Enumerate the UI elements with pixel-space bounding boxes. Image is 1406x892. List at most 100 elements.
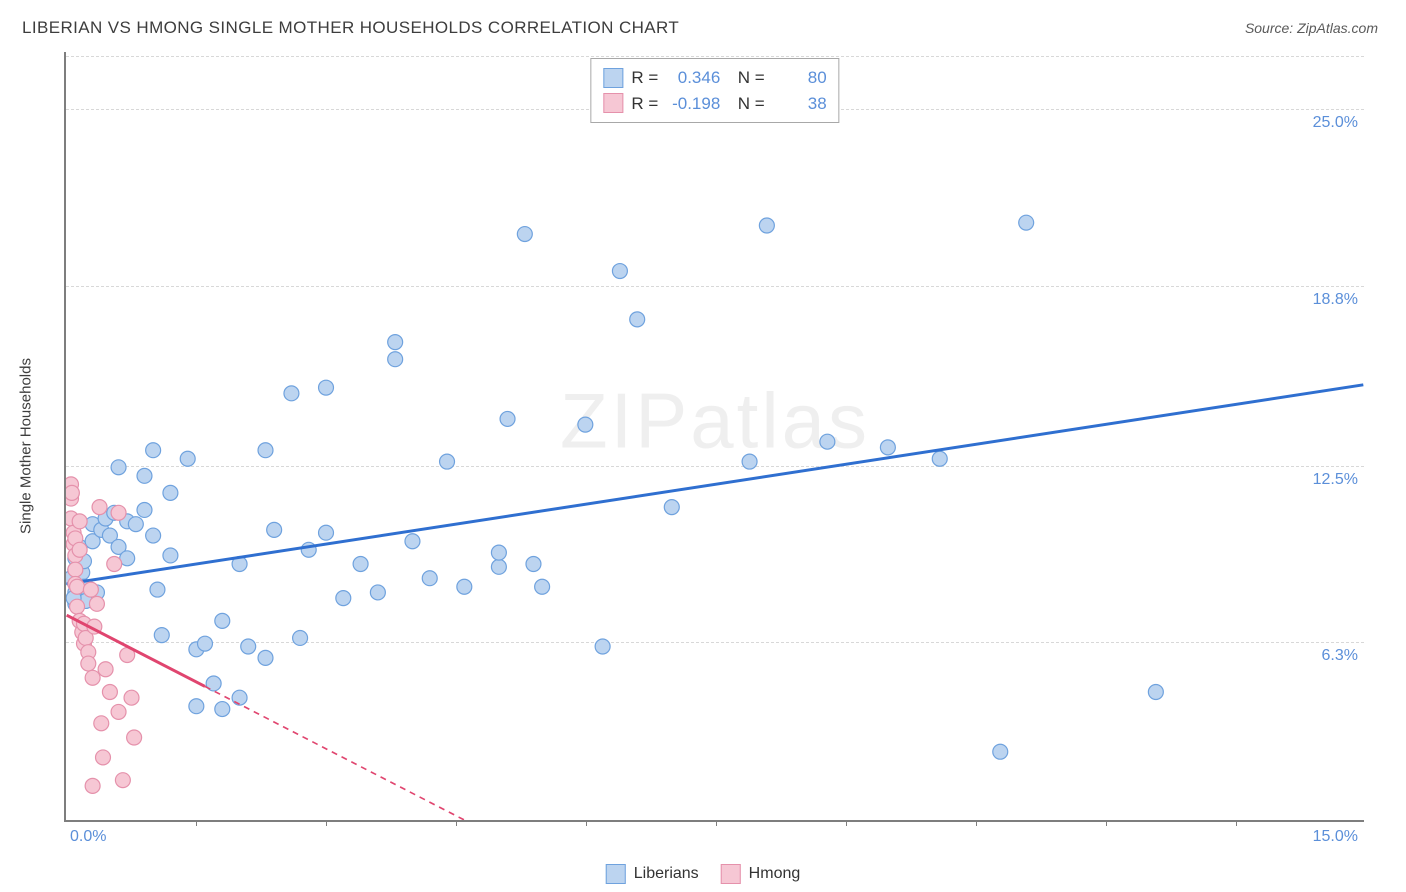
x-tick-mark bbox=[716, 820, 717, 826]
scatter-point bbox=[232, 690, 247, 705]
x-axis-min-label: 0.0% bbox=[70, 828, 106, 846]
scatter-point bbox=[612, 264, 627, 279]
plot-container: Single Mother Households ZIPatlas R = 0.… bbox=[42, 52, 1382, 840]
stat-label: R = bbox=[631, 65, 658, 91]
scatter-point bbox=[128, 517, 143, 532]
scatter-point bbox=[180, 451, 195, 466]
scatter-point bbox=[820, 434, 835, 449]
scatter-point bbox=[388, 352, 403, 367]
scatter-point bbox=[83, 582, 98, 597]
legend-item: Hmong bbox=[721, 864, 801, 884]
scatter-point bbox=[353, 557, 368, 572]
scatter-point bbox=[85, 778, 100, 793]
scatter-point bbox=[115, 773, 130, 788]
scatter-point bbox=[267, 522, 282, 537]
scatter-point bbox=[491, 545, 506, 560]
swatch-liberians bbox=[606, 864, 626, 884]
scatter-point bbox=[111, 704, 126, 719]
scatter-point bbox=[422, 571, 437, 586]
scatter-point bbox=[146, 528, 161, 543]
scatter-point bbox=[137, 468, 152, 483]
x-tick-mark bbox=[976, 820, 977, 826]
scatter-point bbox=[370, 585, 385, 600]
scatter-point bbox=[70, 579, 85, 594]
scatter-point bbox=[258, 443, 273, 458]
stat-value: 80 bbox=[773, 65, 827, 91]
stat-label: N = bbox=[728, 65, 764, 91]
scatter-point bbox=[526, 557, 541, 572]
scatter-point bbox=[258, 650, 273, 665]
scatter-point bbox=[127, 730, 142, 745]
y-axis-label: Single Mother Households bbox=[18, 358, 35, 534]
scatter-point bbox=[491, 559, 506, 574]
scatter-point bbox=[92, 500, 107, 515]
x-tick-mark bbox=[586, 820, 587, 826]
stat-value: 0.346 bbox=[666, 65, 720, 91]
scatter-point bbox=[517, 227, 532, 242]
legend-item: Liberians bbox=[606, 864, 699, 884]
scatter-point bbox=[189, 699, 204, 714]
scatter-point bbox=[595, 639, 610, 654]
legend-label: Hmong bbox=[749, 865, 801, 883]
scatter-point bbox=[154, 628, 169, 643]
scatter-point bbox=[111, 460, 126, 475]
scatter-point bbox=[1019, 215, 1034, 230]
x-tick-mark bbox=[846, 820, 847, 826]
scatter-point bbox=[1148, 685, 1163, 700]
stat-label: N = bbox=[728, 91, 764, 117]
chart-title: LIBERIAN VS HMONG SINGLE MOTHER HOUSEHOL… bbox=[22, 18, 679, 38]
scatter-point bbox=[336, 591, 351, 606]
scatter-point bbox=[215, 702, 230, 717]
scatter-point bbox=[578, 417, 593, 432]
scatter-point bbox=[993, 744, 1008, 759]
scatter-point bbox=[124, 690, 139, 705]
series-legend: Liberians Hmong bbox=[606, 864, 801, 884]
scatter-point bbox=[107, 557, 122, 572]
x-tick-mark bbox=[326, 820, 327, 826]
scatter-point bbox=[94, 716, 109, 731]
scatter-point bbox=[72, 514, 87, 529]
scatter-point bbox=[72, 542, 87, 557]
x-tick-mark bbox=[1106, 820, 1107, 826]
swatch-liberians bbox=[603, 68, 623, 88]
scatter-point bbox=[293, 630, 308, 645]
scatter-point bbox=[198, 636, 213, 651]
x-axis-max-label: 15.0% bbox=[1313, 828, 1358, 846]
source-label: Source: ZipAtlas.com bbox=[1245, 20, 1378, 36]
stats-row: R = -0.198 N = 38 bbox=[603, 91, 826, 117]
swatch-hmong bbox=[603, 93, 623, 113]
scatter-point bbox=[70, 599, 85, 614]
scatter-point bbox=[500, 411, 515, 426]
scatter-point bbox=[388, 335, 403, 350]
scatter-point bbox=[319, 380, 334, 395]
scatter-point bbox=[535, 579, 550, 594]
scatter-point bbox=[96, 750, 111, 765]
legend-label: Liberians bbox=[634, 865, 699, 883]
scatter-point bbox=[630, 312, 645, 327]
x-tick-mark bbox=[456, 820, 457, 826]
scatter-point bbox=[932, 451, 947, 466]
scatter-point bbox=[66, 485, 79, 500]
plot-area: ZIPatlas R = 0.346 N = 80 R = -0.198 N =… bbox=[64, 52, 1364, 822]
scatter-point bbox=[89, 596, 104, 611]
scatter-point bbox=[163, 485, 178, 500]
scatter-point bbox=[163, 548, 178, 563]
scatter-point bbox=[457, 579, 472, 594]
scatter-point bbox=[284, 386, 299, 401]
trend-line-dashed bbox=[205, 686, 464, 820]
scatter-point bbox=[319, 525, 334, 540]
swatch-hmong bbox=[721, 864, 741, 884]
scatter-point bbox=[146, 443, 161, 458]
scatter-point bbox=[137, 502, 152, 517]
x-tick-mark bbox=[1236, 820, 1237, 826]
scatter-point bbox=[98, 662, 113, 677]
scatter-point bbox=[215, 613, 230, 628]
stat-value: 38 bbox=[773, 91, 827, 117]
stat-value: -0.198 bbox=[666, 91, 720, 117]
x-tick-mark bbox=[196, 820, 197, 826]
stat-label: R = bbox=[631, 91, 658, 117]
scatter-point bbox=[111, 505, 126, 520]
scatter-svg bbox=[66, 52, 1364, 820]
stats-legend: R = 0.346 N = 80 R = -0.198 N = 38 bbox=[590, 58, 839, 123]
scatter-point bbox=[68, 562, 83, 577]
